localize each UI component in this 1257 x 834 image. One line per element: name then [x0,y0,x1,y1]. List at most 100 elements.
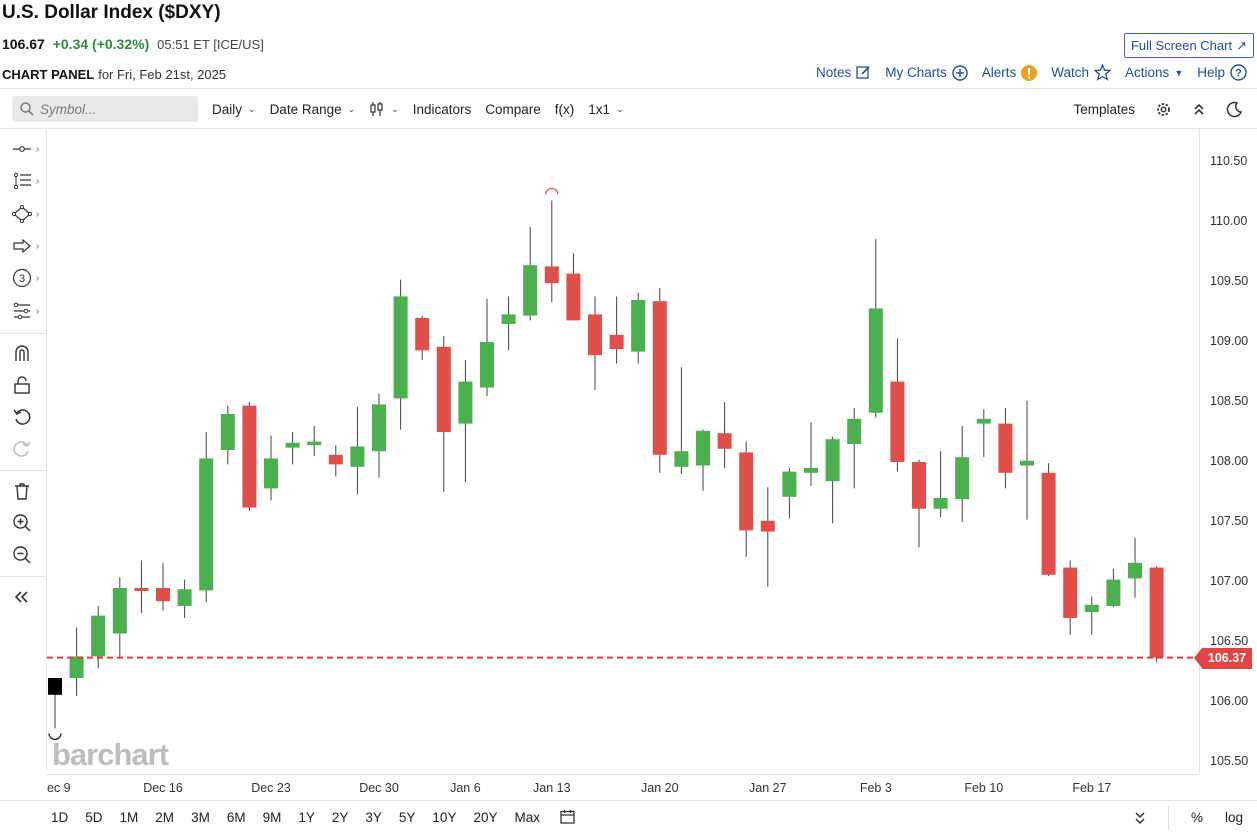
log-scale-toggle[interactable]: log [1224,810,1243,825]
candle[interactable] [1106,568,1121,608]
candle[interactable] [588,296,602,390]
candlestick-chart[interactable] [47,129,1199,774]
range-button-2y[interactable]: 2Y [331,810,349,825]
candle[interactable] [847,408,862,489]
candle[interactable] [1128,537,1142,598]
candle[interactable] [652,288,667,473]
candle[interactable] [393,279,408,430]
symbol-search-input[interactable]: Symbol... [12,96,198,122]
my-charts-link[interactable]: My Charts [885,64,968,81]
alerts-link[interactable]: Alerts [982,64,1038,81]
candle[interactable] [760,487,775,587]
range-button-5d[interactable]: 5D [85,810,103,825]
delete-button[interactable] [12,480,42,502]
candle[interactable] [48,678,62,729]
chart-type-dropdown[interactable]: ⌄ [369,101,399,117]
candle[interactable] [674,367,689,474]
double-chevron-down-icon[interactable] [1134,811,1146,825]
shape-tool-button[interactable]: › [12,203,42,225]
actions-menu[interactable]: Actions ▼ [1125,65,1184,80]
measure-tool-button[interactable]: › [12,300,42,322]
candle[interactable] [501,296,516,351]
candle[interactable] [912,459,926,548]
gear-icon[interactable] [1155,101,1172,118]
calendar-button[interactable] [560,809,575,827]
candle[interactable] [804,422,818,486]
range-button-3m[interactable]: 3M [191,810,210,825]
range-button-6m[interactable]: 6M [226,810,246,825]
candle[interactable] [242,402,257,512]
collapse-toolbar-button[interactable] [12,586,42,608]
candle[interactable] [112,577,127,659]
line-tool-button[interactable]: › [12,138,42,160]
candle[interactable] [1020,400,1034,520]
candle[interactable] [998,408,1013,489]
candle[interactable] [69,627,84,696]
candle[interactable] [415,315,430,360]
candle[interactable] [739,441,754,557]
candle[interactable] [91,606,106,669]
candle[interactable] [825,436,840,524]
candle[interactable] [480,298,494,396]
candle[interactable] [1041,463,1056,576]
arrow-tool-button[interactable]: › [12,235,42,257]
candle[interactable] [220,405,235,465]
notes-link[interactable]: Notes [816,65,871,80]
candle[interactable] [199,432,214,603]
candle[interactable] [782,468,797,519]
layout-dropdown[interactable]: 1x1 ⌄ [588,101,624,117]
range-button-1d[interactable]: 1D [51,810,69,825]
counter-tool-button[interactable]: 3 › [12,267,42,289]
lock-button[interactable] [12,374,42,396]
candle[interactable] [1063,560,1078,635]
date-axis[interactable]: ec 9 Dec 16 Dec 23 Dec 30 Jan 6 Jan 13 Jan 20 J… [47,776,1199,798]
range-button-10y[interactable]: 10Y [432,810,457,825]
chart-plot-area[interactable] [47,129,1200,775]
moon-icon[interactable] [1226,101,1243,118]
candle[interactable] [890,338,905,472]
interval-dropdown[interactable]: Daily ⌄ [212,101,256,117]
collapse-up-icon[interactable] [1192,102,1206,116]
fib-tool-button[interactable]: › [12,170,42,192]
date-range-dropdown[interactable]: Date Range ⌄ [269,101,356,117]
candle[interactable] [566,253,581,321]
candle[interactable] [544,200,559,303]
undo-button[interactable] [12,406,42,428]
candle[interactable] [1149,566,1164,663]
range-button-1y[interactable]: 1Y [298,810,315,825]
candle[interactable] [631,292,646,364]
compare-button[interactable]: Compare [485,101,541,117]
candle[interactable] [609,296,624,364]
zoom-in-button[interactable] [12,512,42,534]
candle[interactable] [156,562,170,611]
range-button-3y[interactable]: 3Y [365,810,382,825]
candle[interactable] [868,238,883,418]
candle[interactable] [458,360,473,483]
candle[interactable] [976,409,991,458]
watch-link[interactable]: Watch [1051,64,1112,81]
candle[interactable] [307,426,322,456]
price-axis[interactable]: 110.50 110.00 109.50 109.00 108.50 108.00 107.… [1200,129,1257,774]
templates-button[interactable]: Templates [1073,101,1135,117]
candle[interactable] [933,451,948,518]
magnet-button[interactable] [12,342,42,364]
redo-button[interactable] [12,438,42,460]
candle[interactable] [177,579,192,618]
indicators-button[interactable]: Indicators [412,101,472,117]
candle[interactable] [436,336,451,492]
full-screen-chart-button[interactable]: Full Screen Chart ↗ [1123,33,1254,58]
candle[interactable] [328,445,343,477]
candle[interactable] [350,406,365,495]
function-button[interactable]: f(x) [554,101,575,117]
range-button-1m[interactable]: 1M [119,810,139,825]
candle[interactable] [717,402,732,468]
zoom-out-button[interactable] [12,544,42,566]
percent-scale-toggle[interactable]: % [1190,810,1203,825]
help-link[interactable]: Help ? [1197,64,1247,81]
candle[interactable] [1084,596,1099,635]
range-button-9m[interactable]: 9M [262,810,282,825]
range-button-20y[interactable]: 20Y [473,810,498,825]
candle[interactable] [955,426,970,522]
candle[interactable] [134,560,149,614]
range-button-max[interactable]: Max [514,810,540,825]
